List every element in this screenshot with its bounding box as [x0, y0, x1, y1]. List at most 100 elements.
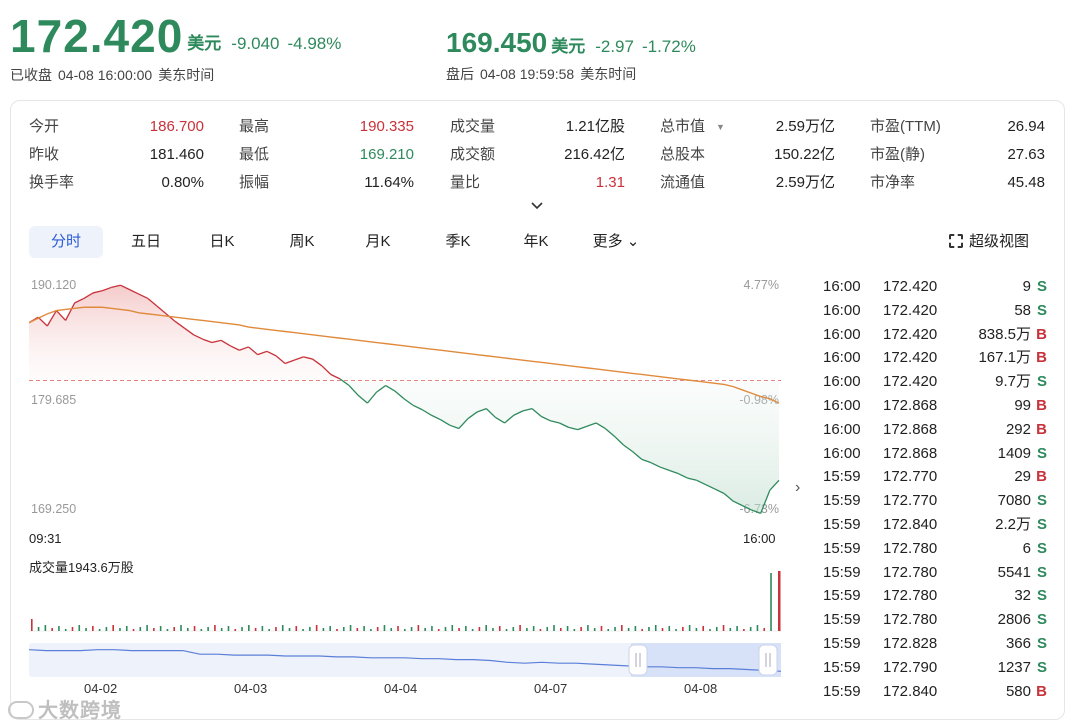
- volume-bar: [78, 625, 81, 631]
- stat-label: 流通值: [660, 174, 706, 191]
- volume-bar: [248, 625, 250, 631]
- volume-bar: [397, 626, 399, 631]
- volume-bar: [519, 625, 521, 631]
- price-line-segment: [705, 484, 716, 490]
- trade-time: 16:00: [823, 278, 861, 295]
- price-line-segment: [101, 286, 112, 292]
- price-line-segment: [111, 284, 121, 289]
- tab-7[interactable]: 更多 ⌄: [579, 226, 653, 258]
- tab-label: 年K: [523, 233, 549, 250]
- volume-bar: [92, 626, 94, 631]
- super-view-button[interactable]: 超级视图: [948, 226, 1029, 258]
- price-line-segment: [641, 458, 652, 464]
- fullscreen-icon: [948, 234, 963, 248]
- volume-bar: [125, 626, 128, 631]
- trade-time: 15:59: [823, 611, 861, 629]
- price-line-segment: [440, 419, 451, 426]
- trade-vol: 1237: [997, 658, 1031, 676]
- price-line-segment: [193, 334, 204, 340]
- volume-bar: [227, 626, 230, 631]
- volume-bar: [722, 625, 725, 631]
- price-line-segment: [751, 509, 761, 514]
- tab-label: 周K: [289, 233, 315, 250]
- volume-bar: [553, 625, 555, 631]
- volume-bar: [112, 625, 114, 631]
- x-end-label: 16:00: [743, 531, 776, 546]
- volume-bar: [539, 629, 542, 631]
- trade-price: 172.420: [883, 301, 938, 319]
- trade-vol: 58: [1014, 301, 1031, 319]
- volume-bar: [580, 627, 582, 631]
- trade-time: 16:00: [823, 301, 861, 319]
- volume-bar: [485, 625, 487, 631]
- tab-2[interactable]: 日K: [185, 226, 259, 258]
- price-line-segment: [348, 385, 359, 396]
- trade-price: 172.780: [883, 587, 938, 605]
- trade-side: S: [1036, 492, 1047, 510]
- volume-bar: [756, 625, 759, 631]
- chevron-down-icon[interactable]: [529, 198, 545, 214]
- stat-value: 181.460: [149, 146, 204, 163]
- price-line-segment: [303, 356, 313, 360]
- caret-down-icon[interactable]: ▼: [716, 122, 725, 132]
- trade-time: 15:59: [823, 682, 861, 700]
- trade-row: 15:59 172.840 580 B: [819, 680, 1051, 704]
- price-line-segment: [531, 408, 542, 417]
- price-line-segment: [294, 356, 304, 361]
- tab-6[interactable]: 年K: [499, 226, 573, 258]
- volume-bar: [186, 628, 189, 631]
- stat-value: 1.21亿股: [565, 118, 625, 135]
- trade-list: 16:00 172.420 9 S 16:00 172.420 58 S 16:00 172.42…: [819, 275, 1051, 703]
- tab-label: 五日: [130, 233, 161, 250]
- trade-vol: 6: [1022, 539, 1031, 557]
- after-hours-block: 169.450 美元 -2.97 -1.72% 盘后 04-08 19:59:58 美东时…: [446, 26, 696, 84]
- trade-row: 16:00 172.868 292 B: [819, 418, 1051, 442]
- volume-bar: [64, 629, 67, 631]
- price-line-segment: [220, 339, 231, 347]
- after-unit: 美元: [551, 37, 586, 56]
- price-line-segment: [495, 416, 505, 424]
- trade-vol: 9.7万: [995, 373, 1031, 391]
- price-line-segment: [659, 466, 670, 471]
- price-line-segment: [248, 346, 259, 356]
- regular-close-block: 172.420 美元 -9.040 -4.98% 已收盘 04-08 16:00:00 美…: [10, 8, 341, 85]
- price-line-segment: [339, 378, 350, 387]
- volume-bar: [268, 629, 270, 631]
- volume-label: 成交量1943.6万股: [29, 560, 134, 575]
- price-line-segment: [513, 410, 524, 416]
- stat-value: 169.210: [359, 146, 414, 163]
- trade-price: 172.770: [883, 468, 938, 486]
- stat-value: 11.64%: [364, 174, 414, 191]
- tab-5[interactable]: 季K: [421, 226, 495, 258]
- volume-bar: [349, 625, 352, 631]
- trade-side: S: [1036, 563, 1047, 581]
- price-line-segment: [504, 414, 515, 424]
- volume-bar: [220, 628, 223, 631]
- price-line-segment: [321, 365, 332, 375]
- volume-bar: [98, 629, 101, 631]
- stat-label: 量比: [450, 174, 481, 191]
- stat-value: 26.94: [1007, 118, 1045, 135]
- volume-bar: [295, 626, 298, 631]
- volume-bar: [573, 629, 576, 631]
- tab-4[interactable]: 月K: [341, 226, 415, 258]
- chevron-right-icon[interactable]: ›: [795, 479, 801, 496]
- tab-0[interactable]: 分时: [29, 226, 103, 258]
- stat-label: 今开: [29, 118, 60, 135]
- tab-3[interactable]: 周K: [265, 226, 339, 258]
- price-line-segment: [65, 302, 76, 321]
- after-change: -2.97: [595, 37, 634, 56]
- close-status-line: 已收盘 04-08 16:00:00 美东时间: [10, 65, 341, 85]
- volume-bar: [342, 627, 345, 631]
- volume-bar: [593, 628, 596, 631]
- price-line-segment: [330, 373, 341, 380]
- trade-time: 15:59: [823, 587, 861, 605]
- stat-row: 流通值 2.59万亿: [660, 169, 835, 197]
- volume-bar: [614, 627, 616, 631]
- price-line-segment: [357, 394, 368, 404]
- trade-side: B: [1036, 420, 1047, 438]
- volume-bar: [675, 629, 677, 631]
- price-line-segment: [366, 391, 378, 404]
- tab-1[interactable]: 五日: [109, 226, 183, 258]
